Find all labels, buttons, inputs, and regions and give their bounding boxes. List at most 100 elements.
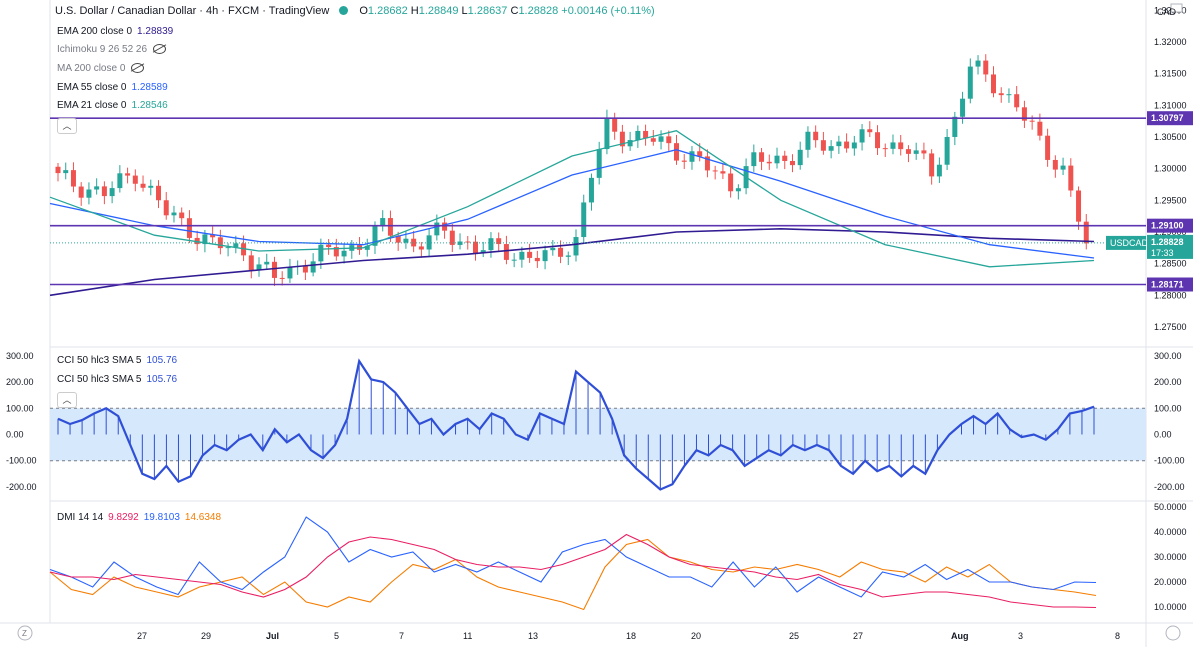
legend-ema55-label: EMA 55 close 0 <box>57 82 127 93</box>
collapse-cci-legend-button[interactable]: ︿ <box>57 392 77 408</box>
candle-body <box>148 185 154 188</box>
candle-body <box>465 241 471 243</box>
candle-body <box>542 250 548 262</box>
market-status-icon <box>339 6 349 15</box>
legend-cci-1[interactable]: CCI 50 hlc3 SMA 5 105.76 <box>57 355 177 367</box>
dmi-adx-line <box>49 538 1097 611</box>
candle-body <box>813 131 819 141</box>
candle-body <box>565 255 571 257</box>
candle-body <box>163 200 169 216</box>
legend-cci-2-label: CCI 50 hlc3 SMA 5 <box>57 374 142 385</box>
candle-body <box>271 261 277 278</box>
candle-body <box>735 188 741 192</box>
candle-body <box>844 141 850 149</box>
candle-body <box>225 247 231 249</box>
legend-ichimoku[interactable]: Ichimoku 9 26 52 26 <box>57 44 167 56</box>
candle-body <box>1060 165 1066 170</box>
candle-body <box>171 212 177 216</box>
time-tick-label: 25 <box>789 631 799 641</box>
candle-body <box>1052 159 1058 170</box>
legend-ema55-value: 1.28589 <box>131 82 168 93</box>
cci-left-axis-label: -100.00 <box>6 456 37 466</box>
candle-body <box>472 241 478 254</box>
price-tick-label: 1.32000 <box>1154 37 1187 47</box>
candle-body <box>101 186 107 197</box>
candle-body <box>496 238 502 245</box>
candle-body <box>805 131 811 150</box>
dmi-minus-line <box>49 516 1097 598</box>
hidden-eye-icon[interactable] <box>131 63 145 74</box>
cci-axis-label: 100.00 <box>1154 403 1182 413</box>
candle-body <box>643 130 649 139</box>
lock-icon <box>1170 3 1183 13</box>
time-tick-label: 7 <box>399 631 404 641</box>
candle-body <box>983 60 989 75</box>
legend-cci-1-label: CCI 50 hlc3 SMA 5 <box>57 355 142 366</box>
candle-body <box>875 132 881 149</box>
candle-body <box>287 267 293 279</box>
ohlc-close-label: C <box>510 5 519 17</box>
legend-ema21[interactable]: EMA 21 close 0 1.28546 <box>57 100 168 112</box>
symbol-tag-label: USDCAD <box>1110 238 1149 248</box>
dmi-plus-line <box>49 533 1097 609</box>
hidden-eye-icon[interactable] <box>153 44 167 55</box>
candle-body <box>921 150 927 154</box>
legend-cci-1-value: 105.76 <box>146 355 178 366</box>
legend-dmi[interactable]: DMI 14 14 9.8292 19.8103 14.6348 <box>57 512 221 524</box>
legend-ema200-label: EMA 200 close 0 <box>57 26 133 37</box>
candle-body <box>519 251 525 260</box>
cci-left-axis-label: 200.00 <box>6 377 34 387</box>
candle-body <box>395 235 401 243</box>
candle-body <box>426 235 432 250</box>
candle-body <box>380 218 386 226</box>
candle-body <box>905 149 911 154</box>
legend-ema55[interactable]: EMA 55 close 0 1.28589 <box>57 82 168 94</box>
legend-ma200[interactable]: MA 200 close 0 <box>57 63 145 75</box>
ohlc-open: 1.28682 <box>367 5 408 17</box>
time-tick-label: 18 <box>626 631 636 641</box>
candle-body <box>534 257 540 262</box>
candle-body <box>596 149 602 178</box>
candle-body <box>125 173 131 176</box>
legend-cci-2[interactable]: CCI 50 hlc3 SMA 5 105.76 <box>57 374 177 386</box>
settings-icon <box>1165 625 1181 641</box>
candle-body <box>913 150 919 154</box>
ema200-line <box>49 227 1095 297</box>
candle-body <box>836 141 842 147</box>
candle-body <box>418 246 424 250</box>
candle-body <box>820 140 826 151</box>
candle-body <box>55 166 61 174</box>
ohlc-low-label: L <box>461 5 468 17</box>
time-tick-label: 13 <box>528 631 538 641</box>
candle-body <box>326 244 332 248</box>
candle-body <box>797 149 803 166</box>
price-tick-label: 1.28500 <box>1154 259 1187 269</box>
candle-body <box>689 151 695 162</box>
candle-body <box>70 170 76 187</box>
candle-body <box>1045 135 1051 160</box>
candle-body <box>990 74 996 94</box>
ohlc-low: 1.28637 <box>467 5 508 17</box>
cci-axis-label: -200.00 <box>1154 482 1185 492</box>
level-price-label: 1.28171 <box>1151 280 1184 290</box>
candle-body <box>998 93 1004 96</box>
candle-body <box>666 136 672 144</box>
candle-body <box>156 185 162 201</box>
candle-body <box>890 142 896 149</box>
collapse-legend-button[interactable]: ︿ <box>57 118 77 134</box>
legend-ma200-label: MA 200 close 0 <box>57 63 126 74</box>
dmi-axis-label: 30.0000 <box>1154 552 1187 562</box>
time-tick-label: 5 <box>334 631 339 641</box>
candle-body <box>929 153 935 177</box>
legend-ema21-value: 1.28546 <box>131 100 168 111</box>
candle-body <box>944 136 950 165</box>
candle-body <box>457 241 463 245</box>
candle-body <box>179 212 185 219</box>
ohlc-high: 1.28849 <box>418 5 459 17</box>
legend-ema200[interactable]: EMA 200 close 0 1.28839 <box>57 26 173 38</box>
candle-body <box>697 151 703 157</box>
candle-body <box>1037 121 1043 136</box>
candle-body <box>248 255 254 271</box>
candle-body <box>341 250 347 257</box>
